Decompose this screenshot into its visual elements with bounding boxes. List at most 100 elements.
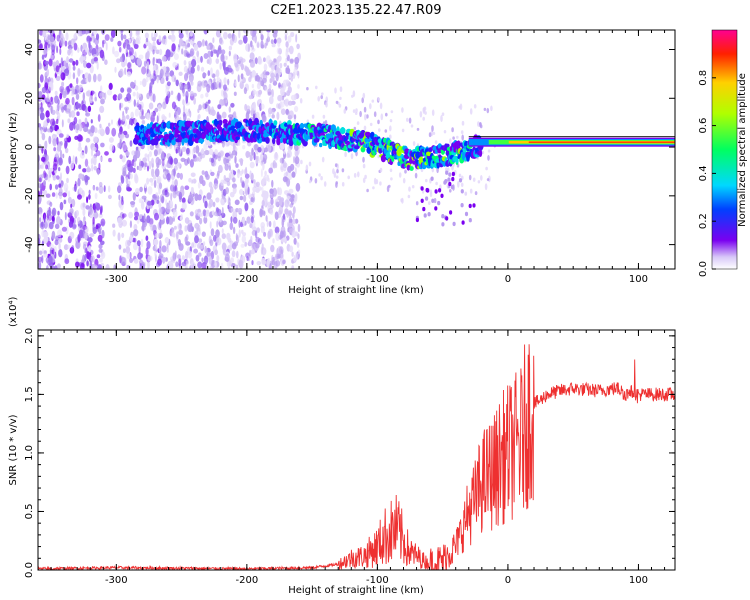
- noise-speckle: [84, 158, 89, 167]
- noise-speckle: [178, 148, 182, 157]
- noise-speckle: [202, 39, 205, 47]
- noise-speckle: [85, 137, 91, 143]
- ridge-blob: [282, 137, 287, 144]
- noise-speckle: [163, 35, 167, 40]
- noise-speckle: [253, 30, 257, 36]
- noise-speckle: [210, 50, 214, 58]
- noise-speckle: [65, 62, 69, 68]
- noise-speckle: [102, 40, 105, 48]
- noise-speckle: [239, 189, 244, 195]
- noise-speckle: [185, 250, 189, 260]
- noise-speckle: [363, 106, 367, 113]
- noise-speckle: [336, 169, 339, 174]
- noise-speckle: [153, 70, 156, 76]
- noise-speckle: [104, 34, 110, 41]
- noise-speckle: [272, 78, 275, 83]
- ridge-blob: [461, 220, 465, 225]
- noise-speckle: [199, 175, 204, 185]
- noise-speckle: [201, 170, 205, 175]
- noise-speckle: [140, 238, 144, 248]
- noise-speckle: [189, 90, 194, 97]
- noise-speckle: [232, 141, 236, 151]
- noise-speckle: [297, 249, 301, 255]
- noise-speckle: [201, 148, 205, 155]
- noise-speckle: [285, 235, 290, 241]
- noise-speckle: [87, 105, 92, 113]
- noise-speckle: [242, 217, 245, 225]
- noise-speckle: [288, 73, 292, 79]
- noise-speckle: [278, 82, 281, 88]
- noise-speckle: [147, 260, 150, 269]
- noise-speckle: [398, 172, 402, 178]
- noise-speckle: [176, 231, 179, 240]
- noise-speckle: [56, 45, 59, 54]
- noise-speckle: [72, 121, 76, 126]
- noise-speckle: [49, 167, 54, 172]
- noise-speckle: [232, 34, 238, 44]
- noise-speckle: [43, 180, 46, 186]
- noise-speckle: [98, 228, 102, 235]
- ridge-blob: [391, 154, 395, 163]
- noise-speckle: [161, 245, 167, 253]
- noise-speckle: [159, 61, 163, 67]
- noise-speckle: [99, 92, 105, 99]
- y-tick-label: 0.5: [24, 504, 35, 520]
- noise-speckle: [292, 212, 295, 219]
- x-tick-label: -100: [366, 575, 389, 586]
- noise-speckle: [72, 65, 76, 71]
- noise-speckle: [134, 108, 139, 117]
- noise-speckle: [80, 80, 85, 85]
- noise-speckle: [189, 110, 192, 118]
- noise-speckle: [44, 154, 49, 163]
- noise-speckle: [369, 122, 373, 127]
- noise-speckle: [273, 220, 276, 229]
- colorbar-tick-label: 0.0: [698, 261, 709, 277]
- noise-speckle: [294, 105, 299, 113]
- noise-speckle: [177, 46, 180, 53]
- noise-speckle: [190, 172, 196, 178]
- noise-speckle: [161, 158, 165, 167]
- noise-speckle: [226, 232, 231, 240]
- noise-speckle: [126, 114, 130, 120]
- noise-speckle: [183, 104, 186, 114]
- noise-speckle: [146, 112, 151, 121]
- noise-speckle: [250, 216, 254, 224]
- noise-speckle: [154, 107, 159, 113]
- noise-speckle: [262, 77, 267, 84]
- noise-speckle: [129, 120, 132, 125]
- noise-speckle: [280, 252, 284, 260]
- noise-speckle: [49, 243, 55, 251]
- x-tick-label: 100: [629, 274, 648, 285]
- noise-speckle: [108, 82, 113, 90]
- noise-speckle: [223, 31, 228, 40]
- noise-speckle: [229, 153, 234, 159]
- noise-speckle: [208, 105, 211, 115]
- noise-speckle: [57, 229, 62, 238]
- noise-speckle: [248, 95, 253, 100]
- noise-speckle: [133, 229, 139, 237]
- noise-speckle: [148, 160, 152, 170]
- noise-speckle: [136, 165, 139, 170]
- noise-speckle: [286, 209, 290, 218]
- noise-speckle: [135, 30, 140, 35]
- noise-speckle: [249, 161, 255, 169]
- noise-speckle: [288, 228, 294, 233]
- ridge-blob: [434, 206, 438, 211]
- noise-speckle: [255, 236, 260, 243]
- noise-speckle: [77, 194, 82, 200]
- noise-speckle: [240, 63, 244, 71]
- ridge-blob: [445, 170, 449, 175]
- noise-speckle: [364, 114, 367, 121]
- noise-speckle: [484, 183, 488, 191]
- noise-speckle: [68, 47, 73, 54]
- noise-speckle: [178, 257, 181, 267]
- noise-speckle: [389, 134, 392, 140]
- ridge-blob: [448, 181, 452, 187]
- noise-speckle: [362, 92, 366, 99]
- noise-speckle: [55, 150, 60, 158]
- noise-speckle: [198, 252, 202, 257]
- noise-speckle: [41, 173, 45, 178]
- noise-speckle: [200, 93, 204, 99]
- noise-speckle: [461, 120, 465, 126]
- noise-speckle: [353, 126, 357, 131]
